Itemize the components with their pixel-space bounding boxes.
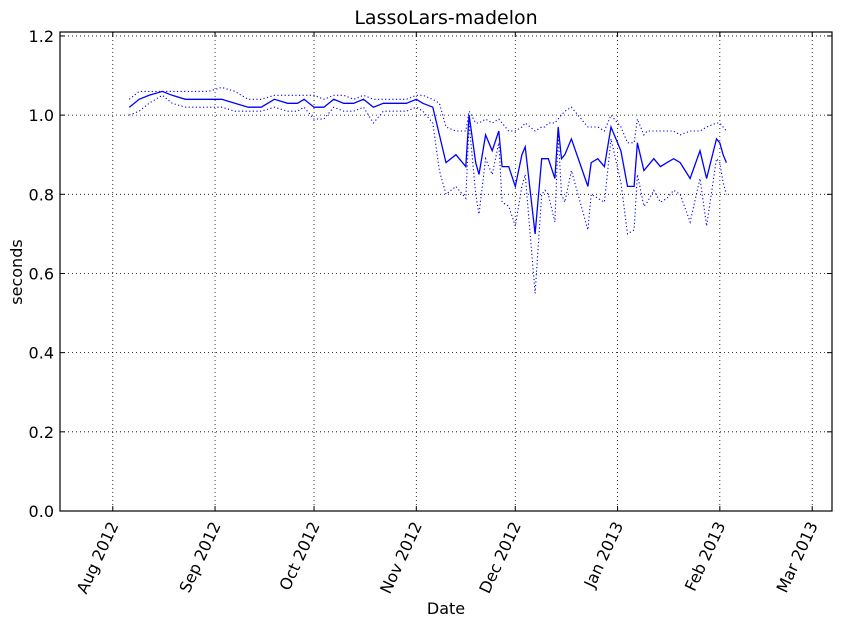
y-tick-label: 1.0 xyxy=(29,106,54,125)
x-tick-label: Dec 2012 xyxy=(475,519,525,597)
x-axis-label: Date xyxy=(427,599,465,618)
series-line-bound-2 xyxy=(129,94,727,294)
y-tick-label: 0.4 xyxy=(29,344,54,363)
x-tick-label: Oct 2012 xyxy=(275,519,323,594)
x-tick-label: Jan 2013 xyxy=(580,519,627,592)
plot-frame xyxy=(59,31,833,512)
y-tick-label: 0.0 xyxy=(29,502,54,521)
y-tick-label: 0.6 xyxy=(29,264,54,283)
x-tick-label: Nov 2012 xyxy=(376,519,426,597)
x-tick-label: Feb 2013 xyxy=(681,519,730,594)
y-axis-label: seconds xyxy=(7,239,26,304)
chart-title: LassoLars-madelon xyxy=(354,7,537,29)
y-tick-label: 0.8 xyxy=(29,185,54,204)
x-tick-label: Aug 2012 xyxy=(73,519,123,597)
series-line-mean xyxy=(128,90,727,234)
y-tick-label: 0.2 xyxy=(29,423,54,442)
series-line-bound-1 xyxy=(128,86,727,144)
y-tick-label: 1.2 xyxy=(29,27,54,46)
x-tick-label: Sep 2012 xyxy=(175,519,224,596)
series-lines xyxy=(128,86,727,294)
x-tick-label: Mar 2013 xyxy=(772,519,821,596)
